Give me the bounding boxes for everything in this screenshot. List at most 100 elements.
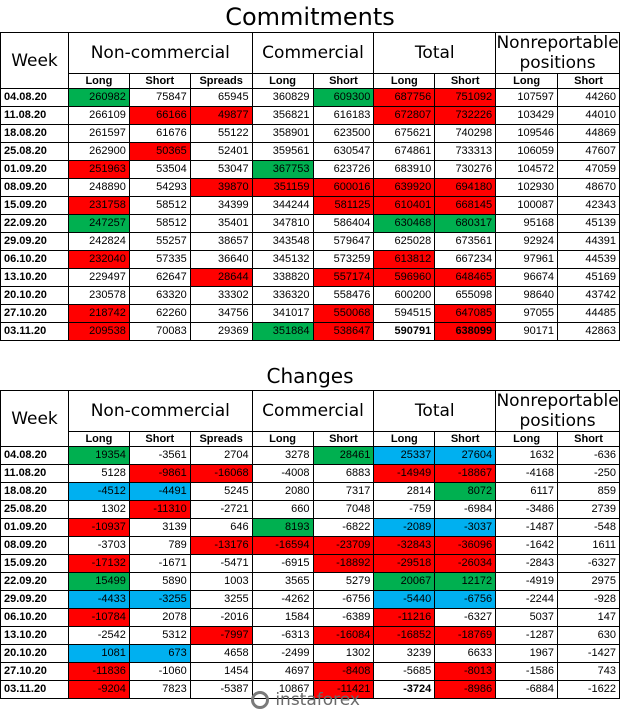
week-cell: 13.10.20 bbox=[0, 268, 69, 287]
value-cell: -2244 bbox=[495, 590, 559, 609]
value-cell: 1611 bbox=[557, 536, 620, 555]
value-cell: 674861 bbox=[373, 142, 436, 161]
value-cell: 109546 bbox=[495, 124, 559, 143]
value-cell: 218742 bbox=[67, 304, 130, 323]
table-row: 18.08.20 -4512 -4491 5245 2080 7317 2814 8072 61… bbox=[0, 482, 620, 501]
value-cell: -2542 bbox=[67, 626, 130, 645]
value-cell: 106059 bbox=[495, 142, 559, 161]
value-cell: 38657 bbox=[189, 232, 253, 251]
value-cell: 336320 bbox=[251, 286, 314, 305]
noncommercial-header: Non-commercial bbox=[67, 32, 253, 74]
week-cell: 20.10.20 bbox=[0, 286, 69, 305]
value-cell: 859 bbox=[557, 482, 620, 501]
value-cell: 247257 bbox=[67, 214, 130, 233]
column-subheader: Long bbox=[251, 73, 314, 89]
value-cell: 600200 bbox=[373, 286, 436, 305]
value-cell: 62260 bbox=[128, 304, 191, 323]
value-cell: 2080 bbox=[251, 482, 314, 501]
value-cell: 66166 bbox=[128, 106, 191, 125]
value-cell: 50365 bbox=[128, 142, 191, 161]
value-cell: -4262 bbox=[251, 590, 314, 609]
value-cell: -3561 bbox=[128, 446, 191, 465]
value-cell: 5890 bbox=[128, 572, 191, 591]
value-cell: 62647 bbox=[128, 268, 191, 287]
value-cell: 751092 bbox=[434, 88, 497, 107]
value-cell: 1584 bbox=[251, 608, 314, 627]
value-cell: 2975 bbox=[557, 572, 620, 591]
value-cell: 33302 bbox=[189, 286, 253, 305]
value-cell: -4919 bbox=[495, 572, 559, 591]
week-header: Week bbox=[0, 32, 69, 89]
value-cell: 573259 bbox=[312, 250, 375, 269]
table-row: 20.10.20 1081 673 4658 -2499 1302 3239 6633 1967… bbox=[0, 644, 620, 663]
value-cell: 680317 bbox=[434, 214, 497, 233]
total-header: Total bbox=[373, 32, 497, 74]
week-header: Week bbox=[0, 390, 69, 447]
header-row: Week Non-commercial Commercial Total Nonrepo… bbox=[0, 32, 620, 89]
value-cell: -8408 bbox=[312, 662, 375, 681]
value-cell: 538647 bbox=[312, 322, 375, 341]
ring-logo-icon bbox=[251, 691, 270, 709]
value-cell: 3278 bbox=[251, 446, 314, 465]
value-cell: 35401 bbox=[189, 214, 253, 233]
value-cell: 673 bbox=[128, 644, 191, 663]
commitments-section: Commitments Week Non-commercial Commercial… bbox=[0, 3, 620, 341]
value-cell: 229497 bbox=[67, 268, 130, 287]
value-cell: 63320 bbox=[128, 286, 191, 305]
value-cell: 44485 bbox=[557, 304, 620, 323]
value-cell: 2739 bbox=[557, 500, 620, 519]
table-row: 03.11.20 209538 70083 29369 351884 538647 5907… bbox=[0, 322, 620, 341]
week-cell: 01.09.20 bbox=[0, 518, 69, 537]
value-cell: -6756 bbox=[312, 590, 375, 609]
column-subheader: Long bbox=[495, 73, 559, 89]
value-cell: 98640 bbox=[495, 286, 559, 305]
nonreportable-header: Nonreportable positions bbox=[495, 390, 620, 432]
value-cell: -8986 bbox=[434, 680, 497, 699]
value-cell: 638099 bbox=[434, 322, 497, 341]
value-cell: -2499 bbox=[251, 644, 314, 663]
value-cell: 96674 bbox=[495, 268, 559, 287]
value-cell: 260982 bbox=[67, 88, 130, 107]
value-cell: -759 bbox=[373, 500, 436, 519]
week-cell: 22.09.20 bbox=[0, 572, 69, 591]
changes-title: Changes bbox=[266, 364, 354, 388]
value-cell: -1586 bbox=[495, 662, 559, 681]
value-cell: 47059 bbox=[557, 160, 620, 179]
value-cell: -928 bbox=[557, 590, 620, 609]
value-cell: 5128 bbox=[67, 464, 130, 483]
nonreportable-header: Nonreportable positions bbox=[495, 32, 620, 74]
value-cell: -6822 bbox=[312, 518, 375, 537]
value-cell: -1060 bbox=[128, 662, 191, 681]
value-cell: 266109 bbox=[67, 106, 130, 125]
value-cell: -2016 bbox=[189, 608, 253, 627]
value-cell: 647085 bbox=[434, 304, 497, 323]
value-cell: 55122 bbox=[189, 124, 253, 143]
value-cell: 55257 bbox=[128, 232, 191, 251]
value-cell: 730276 bbox=[434, 160, 497, 179]
value-cell: 58512 bbox=[128, 196, 191, 215]
table-row: 20.10.20 230578 63320 33302 336320 558476 6002… bbox=[0, 286, 620, 305]
value-cell: -636 bbox=[557, 446, 620, 465]
changes-section: Changes Week Non-commercial Commercial Tota… bbox=[0, 360, 620, 716]
commitments-title: Commitments bbox=[225, 3, 395, 31]
value-cell: 1302 bbox=[312, 644, 375, 663]
value-cell: 732226 bbox=[434, 106, 497, 125]
value-cell: -1427 bbox=[557, 644, 620, 663]
value-cell: 103429 bbox=[495, 106, 559, 125]
value-cell: 630468 bbox=[373, 214, 436, 233]
value-cell: 6883 bbox=[312, 464, 375, 483]
value-cell: 343548 bbox=[251, 232, 314, 251]
column-subheader: Long bbox=[373, 73, 436, 89]
value-cell: -250 bbox=[557, 464, 620, 483]
commercial-header: Commercial bbox=[251, 390, 375, 432]
value-cell: 97055 bbox=[495, 304, 559, 323]
value-cell: -16594 bbox=[251, 536, 314, 555]
value-cell: 351159 bbox=[251, 178, 314, 197]
value-cell: 581125 bbox=[312, 196, 375, 215]
value-cell: 45169 bbox=[557, 268, 620, 287]
value-cell: -11421 bbox=[312, 680, 375, 699]
value-cell: 102930 bbox=[495, 178, 559, 197]
table-row: 01.09.20 -10937 3139 646 8193 -6822 -2089 -3037… bbox=[0, 518, 620, 537]
column-subheader: Short bbox=[434, 431, 497, 447]
value-cell: 673561 bbox=[434, 232, 497, 251]
